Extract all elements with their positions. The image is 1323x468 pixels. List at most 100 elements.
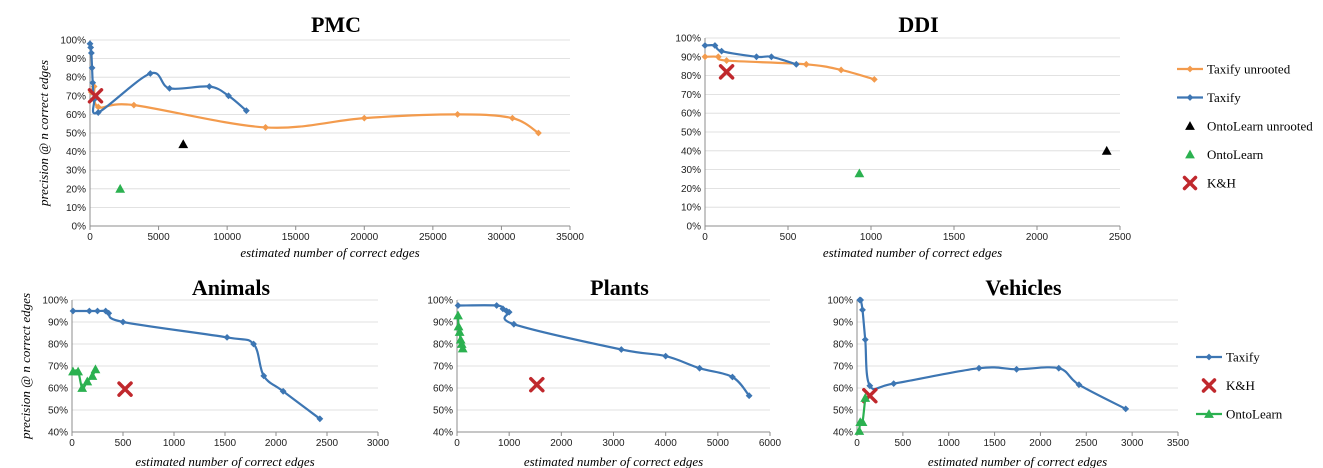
y-tick-label: 100%	[827, 296, 853, 307]
x-tick-label: 1000	[860, 232, 883, 243]
data-point-taxify	[493, 302, 501, 309]
data-point-taxify	[701, 42, 709, 49]
legend-item-ontolearn: OntoLearn	[1185, 147, 1264, 162]
y-axis-label: precision @ n correct edges	[18, 293, 33, 440]
data-point-taxify	[696, 364, 703, 372]
x-tick-label: 2500	[1075, 438, 1098, 449]
data-point-ontolearn	[115, 183, 126, 193]
x-tick-label: 500	[115, 438, 132, 449]
legend-label-taxify: Taxify	[1226, 350, 1260, 365]
data-point-ontolearn	[854, 426, 865, 435]
series-line-taxify	[73, 309, 321, 420]
y-tick-label: 50%	[681, 128, 701, 139]
x-tick-label: 1000	[938, 438, 961, 449]
data-point-ontolearn	[77, 383, 88, 392]
data-point-taxify	[617, 346, 625, 353]
series-taxify	[86, 40, 250, 116]
x-tick-label: 0	[854, 438, 860, 449]
data-point-taxify	[503, 307, 510, 315]
data-point-taxify-unrooted	[701, 53, 709, 61]
data-point-taxify	[87, 44, 95, 51]
data-point-ontolearn-unrooted	[1101, 145, 1112, 155]
series-ontolearn	[854, 168, 865, 178]
data-point-taxify-unrooted	[802, 60, 810, 68]
data-point-taxify-unrooted	[723, 57, 730, 64]
legend-label-taxify-unrooted: Taxify unrooted	[1207, 62, 1291, 77]
y-tick-label: 30%	[681, 165, 701, 176]
y-tick-label: 100%	[675, 34, 701, 45]
data-point-k-h-stroke-b	[87, 88, 104, 104]
data-point-taxify	[1055, 364, 1063, 372]
y-tick-label: 70%	[833, 362, 853, 373]
legend-marker-k-h-stroke-b	[1182, 175, 1198, 191]
x-tick-label: 1000	[163, 438, 186, 449]
y-tick-label: 50%	[433, 406, 453, 417]
y-tick-label: 60%	[48, 384, 68, 395]
data-point-taxify	[146, 70, 154, 77]
y-tick-label: 60%	[433, 384, 453, 395]
series-ontolearn	[68, 364, 101, 392]
x-tick-label: 2000	[1026, 232, 1049, 243]
data-point-taxify	[729, 373, 736, 381]
y-tick-label: 90%	[433, 318, 453, 329]
series-line-taxify-unrooted	[90, 84, 540, 134]
data-point-ontolearn	[454, 327, 465, 336]
y-tick-label: 50%	[66, 129, 86, 140]
data-point-k-h-stroke-b	[529, 376, 545, 393]
y-tick-label: 90%	[48, 318, 68, 329]
data-point-k-h	[529, 376, 545, 393]
y-axis-label: precision @ n correct edges	[36, 60, 51, 207]
x-tick-label: 3500	[1167, 438, 1190, 449]
y-tick-label: 80%	[681, 71, 701, 82]
legend-bottom: Taxify K&H OntoLearn	[1196, 350, 1283, 422]
series-ontolearn	[854, 393, 871, 435]
data-point-taxify	[250, 340, 257, 348]
data-point-taxify	[859, 306, 866, 314]
data-point-taxify-unrooted	[454, 111, 461, 118]
data-point-taxify-unrooted	[94, 103, 102, 111]
data-point-taxify	[753, 53, 760, 61]
data-point-taxify	[105, 309, 113, 317]
data-point-taxify	[857, 296, 865, 304]
series-line-taxify	[88, 43, 248, 115]
series-line-taxify	[458, 304, 750, 397]
series-taxify	[701, 42, 800, 68]
data-point-taxify	[205, 83, 213, 90]
x-tick-label: 0	[454, 438, 460, 449]
legend-item-k-h: K&H	[1182, 175, 1236, 191]
data-point-taxify-unrooted	[870, 75, 878, 83]
legend-label-ontolearn: OntoLearn	[1207, 147, 1264, 162]
legend-item-taxify: Taxify	[1177, 90, 1241, 105]
y-tick-label: 50%	[833, 406, 853, 417]
data-point-taxify-unrooted	[837, 66, 845, 74]
x-tick-label: 3000	[602, 438, 625, 449]
x-axis-label: estimated number of correct edges	[240, 245, 419, 260]
x-tick-label: 10000	[213, 232, 241, 243]
y-tick-label: 0%	[687, 222, 702, 233]
y-tick-label: 60%	[66, 110, 86, 121]
data-point-taxify	[890, 380, 898, 387]
data-point-k-h-stroke-b	[117, 381, 133, 397]
legend-item-ontolearn: OntoLearn	[1196, 407, 1283, 422]
data-point-taxify	[316, 415, 324, 423]
series-ontolearn-unrooted	[1101, 145, 1112, 155]
data-point-taxify	[279, 387, 287, 395]
y-tick-label: 90%	[833, 318, 853, 329]
data-point-ontolearn	[854, 168, 865, 178]
x-tick-label: 3000	[1121, 438, 1144, 449]
x-tick-label: 0	[69, 438, 75, 449]
data-point-ontolearn	[90, 364, 101, 374]
data-point-taxify	[94, 307, 101, 315]
data-point-ontolearn	[73, 366, 84, 376]
legend-marker-k-h	[1182, 175, 1198, 191]
chart-title: DDI	[898, 12, 938, 37]
y-tick-label: 50%	[48, 406, 68, 417]
y-tick-label: 70%	[433, 362, 453, 373]
data-point-taxify	[223, 334, 231, 341]
series-taxify-unrooted	[87, 83, 542, 137]
x-tick-label: 2500	[316, 438, 339, 449]
series-taxify	[69, 307, 324, 423]
x-axis-label: estimated number of correct edges	[823, 245, 1002, 260]
data-point-taxify	[662, 352, 670, 360]
